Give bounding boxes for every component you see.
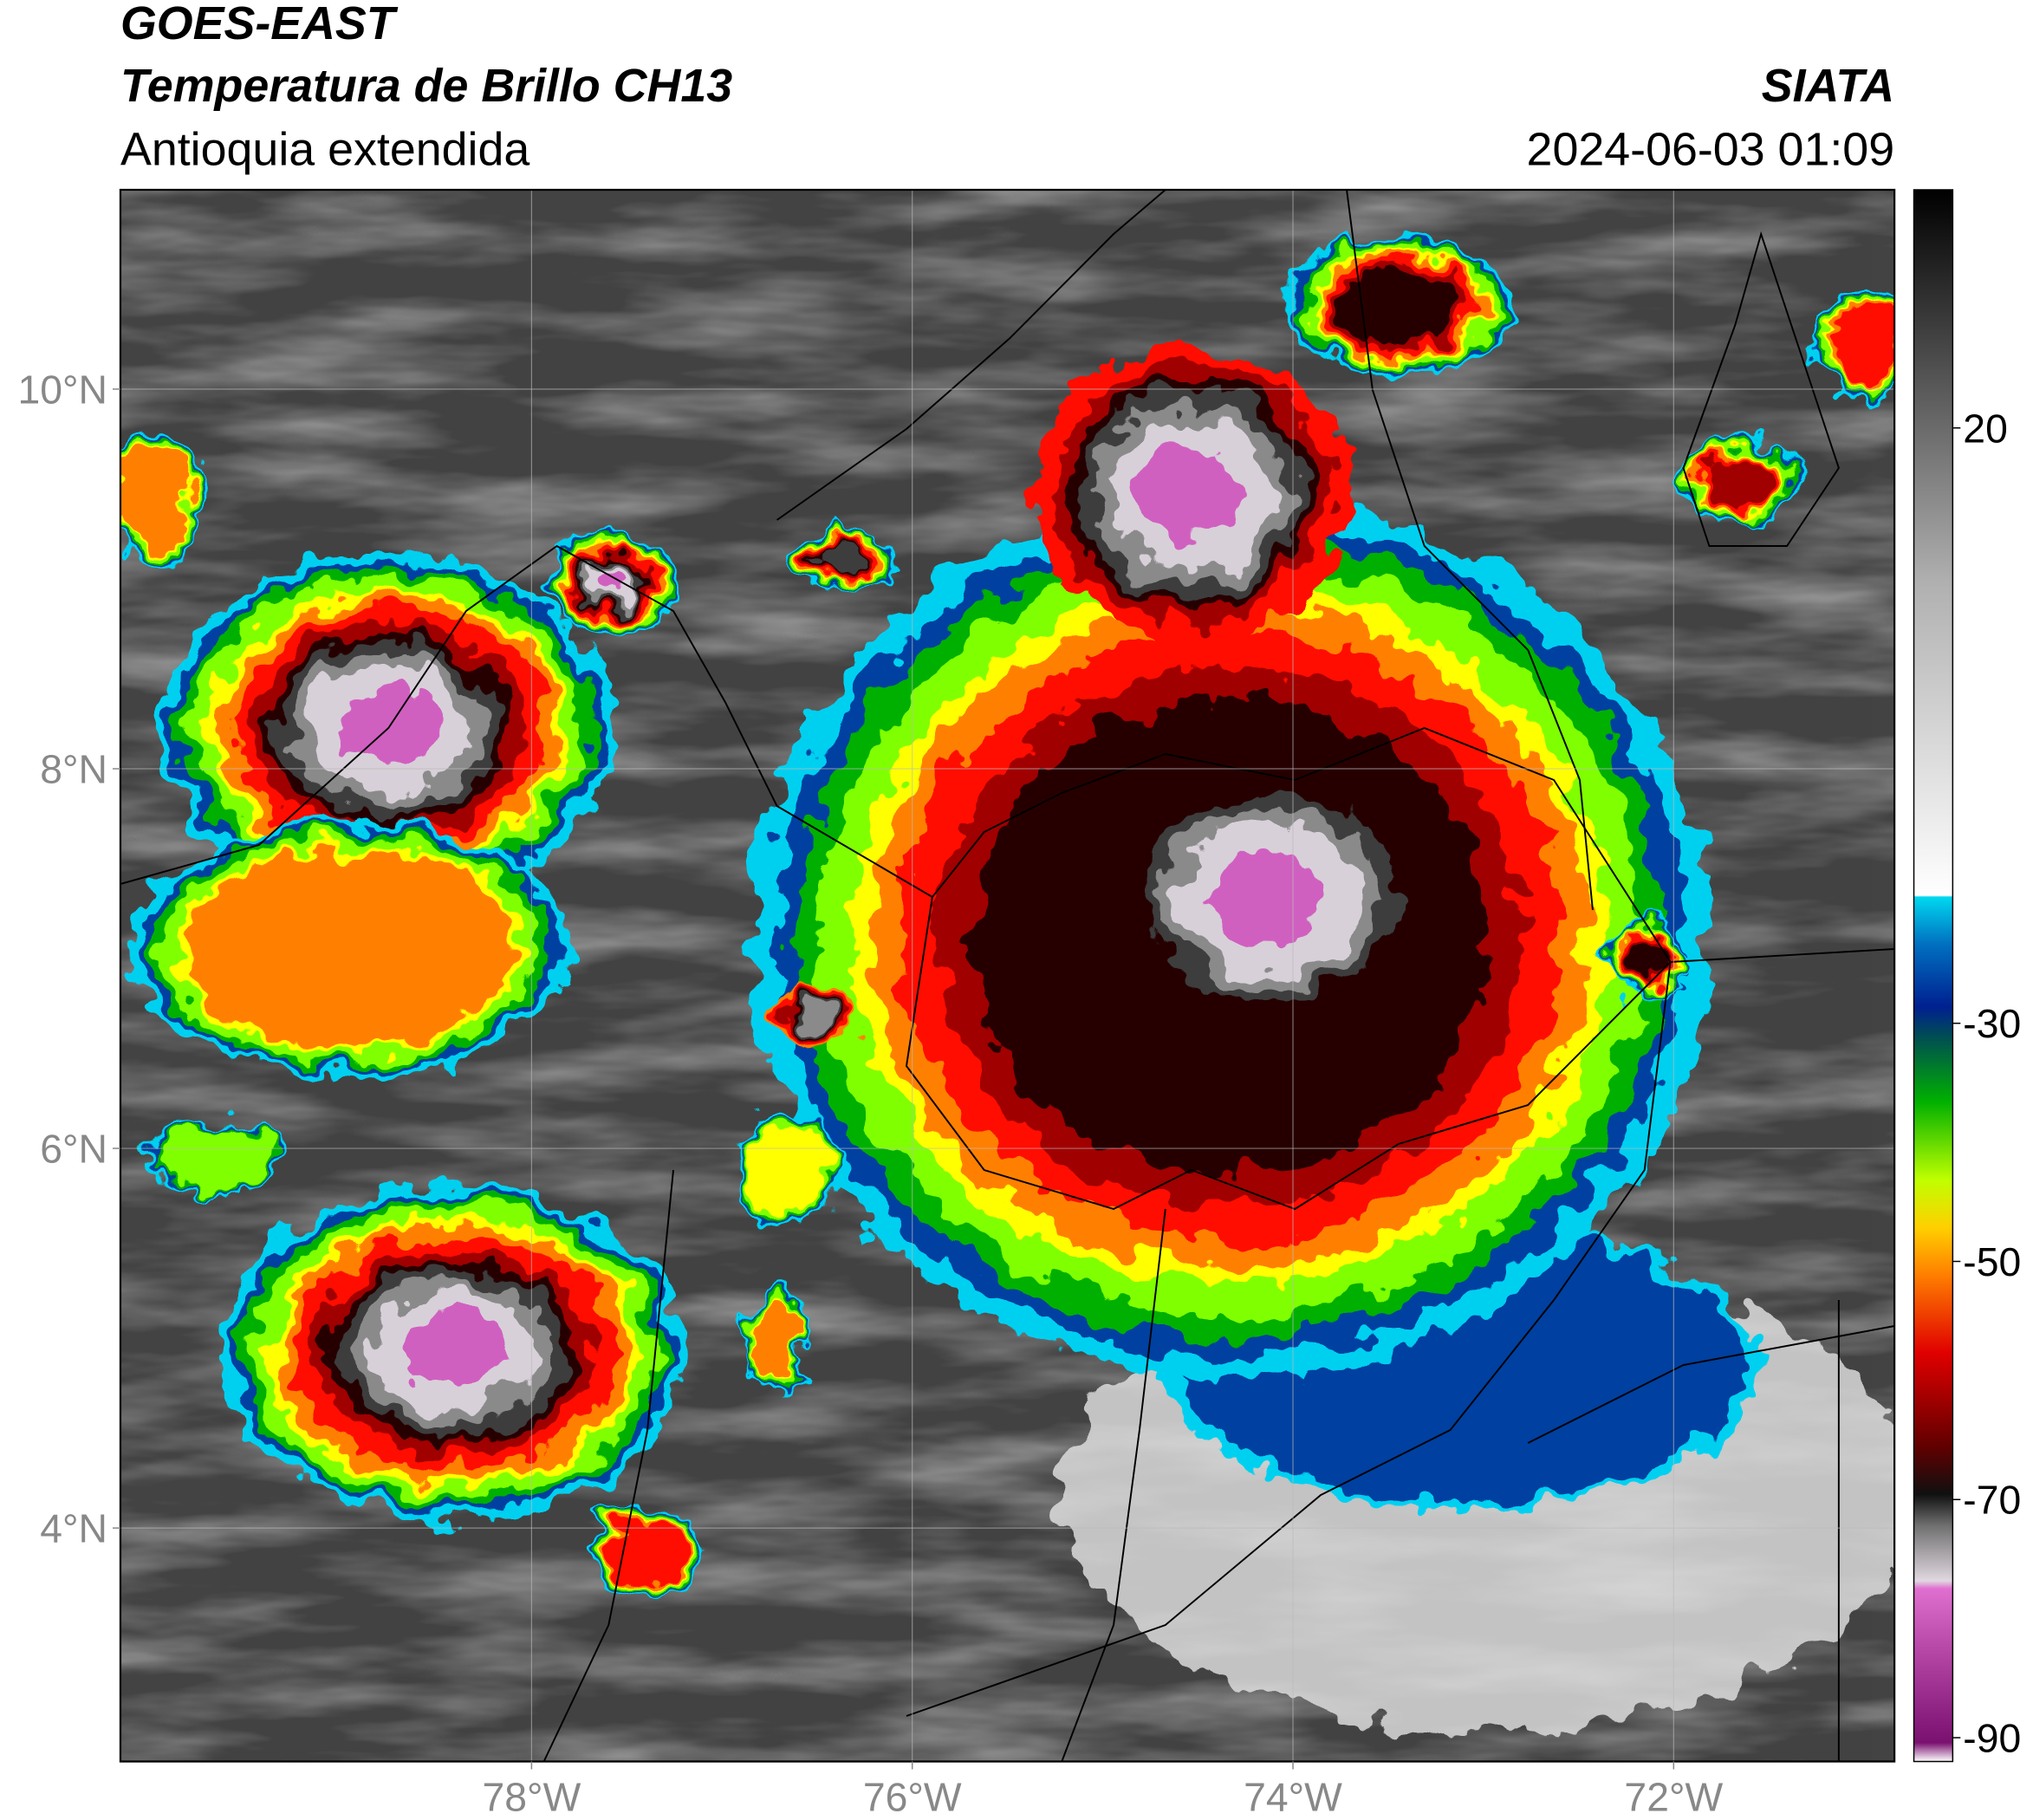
title: GOES-EAST (120, 0, 399, 49)
colorbar-tick-label: -30 (1963, 1001, 2021, 1046)
y-tick-label: 6°N (40, 1126, 107, 1171)
x-tick-label: 72°W (1624, 1774, 1723, 1819)
x-tick-label: 74°W (1244, 1774, 1342, 1819)
x-tick-label: 76°W (863, 1774, 962, 1819)
cloud-layer (1828, 303, 1895, 386)
border (905, 896, 1672, 1211)
cloud-layer (1621, 939, 1667, 985)
cloud-layer (749, 1123, 831, 1217)
storms (120, 234, 1895, 1594)
cloud-layer (401, 1315, 505, 1389)
border (1346, 190, 1594, 911)
cloud-layer (815, 543, 867, 575)
colorbar-tick-label: -90 (1963, 1715, 2021, 1760)
border (776, 190, 1166, 521)
grid (120, 190, 1895, 1762)
colorbar (1913, 189, 1954, 1763)
cloud-layer (609, 1514, 685, 1580)
cloud-layer (1211, 851, 1327, 943)
border (1682, 231, 1840, 547)
borders (120, 190, 1895, 1762)
border (1061, 1208, 1166, 1762)
y-tick-label: 10°N (18, 367, 108, 412)
colorbar-tick-label: 20 (1963, 406, 2008, 451)
map-frame (119, 188, 1896, 1763)
cloud-layer (1705, 452, 1777, 510)
cloud-layer (152, 1123, 276, 1191)
y-tick-label: 4°N (40, 1506, 107, 1551)
border (1527, 1325, 1895, 1444)
source: SIATA (1762, 60, 1894, 112)
colorbar-tick-label: -70 (1963, 1478, 2021, 1523)
border (906, 961, 1672, 1717)
cloud-layer (1339, 266, 1458, 345)
region: Antioquia extendida (120, 123, 529, 175)
cloud-layer (184, 851, 515, 1047)
y-tick-label: 8°N (40, 746, 107, 791)
cloud-layer (121, 446, 190, 555)
cloud-layer (793, 991, 839, 1037)
cloud-layer (601, 573, 630, 597)
map-imagery (120, 190, 1895, 1762)
datetime: 2024-06-03 01:09 (1527, 123, 1895, 175)
product: Temperatura de Brillo CH13 (120, 60, 732, 112)
cloud-layer (752, 1300, 802, 1378)
colorbar-tick-label: -50 (1963, 1239, 2021, 1284)
border (542, 1169, 674, 1762)
cloud-layer (1141, 446, 1242, 542)
axes: 78°W 76°W 74°W 72°W 4°N 6°N 8°N 10°N 20 -30 -50 -70… (18, 367, 2022, 1819)
x-tick-label: 78°W (483, 1774, 581, 1819)
